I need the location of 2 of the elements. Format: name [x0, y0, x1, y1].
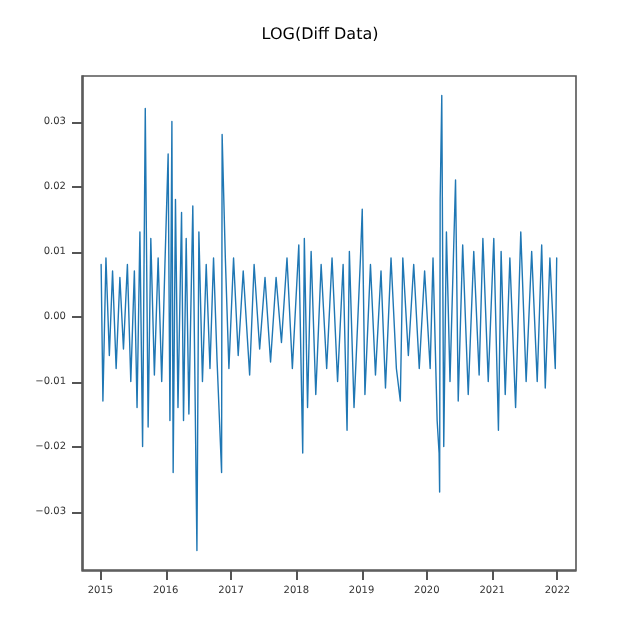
line-series — [100, 94, 558, 552]
chart-title: LOG(Diff Data) — [261, 25, 379, 43]
